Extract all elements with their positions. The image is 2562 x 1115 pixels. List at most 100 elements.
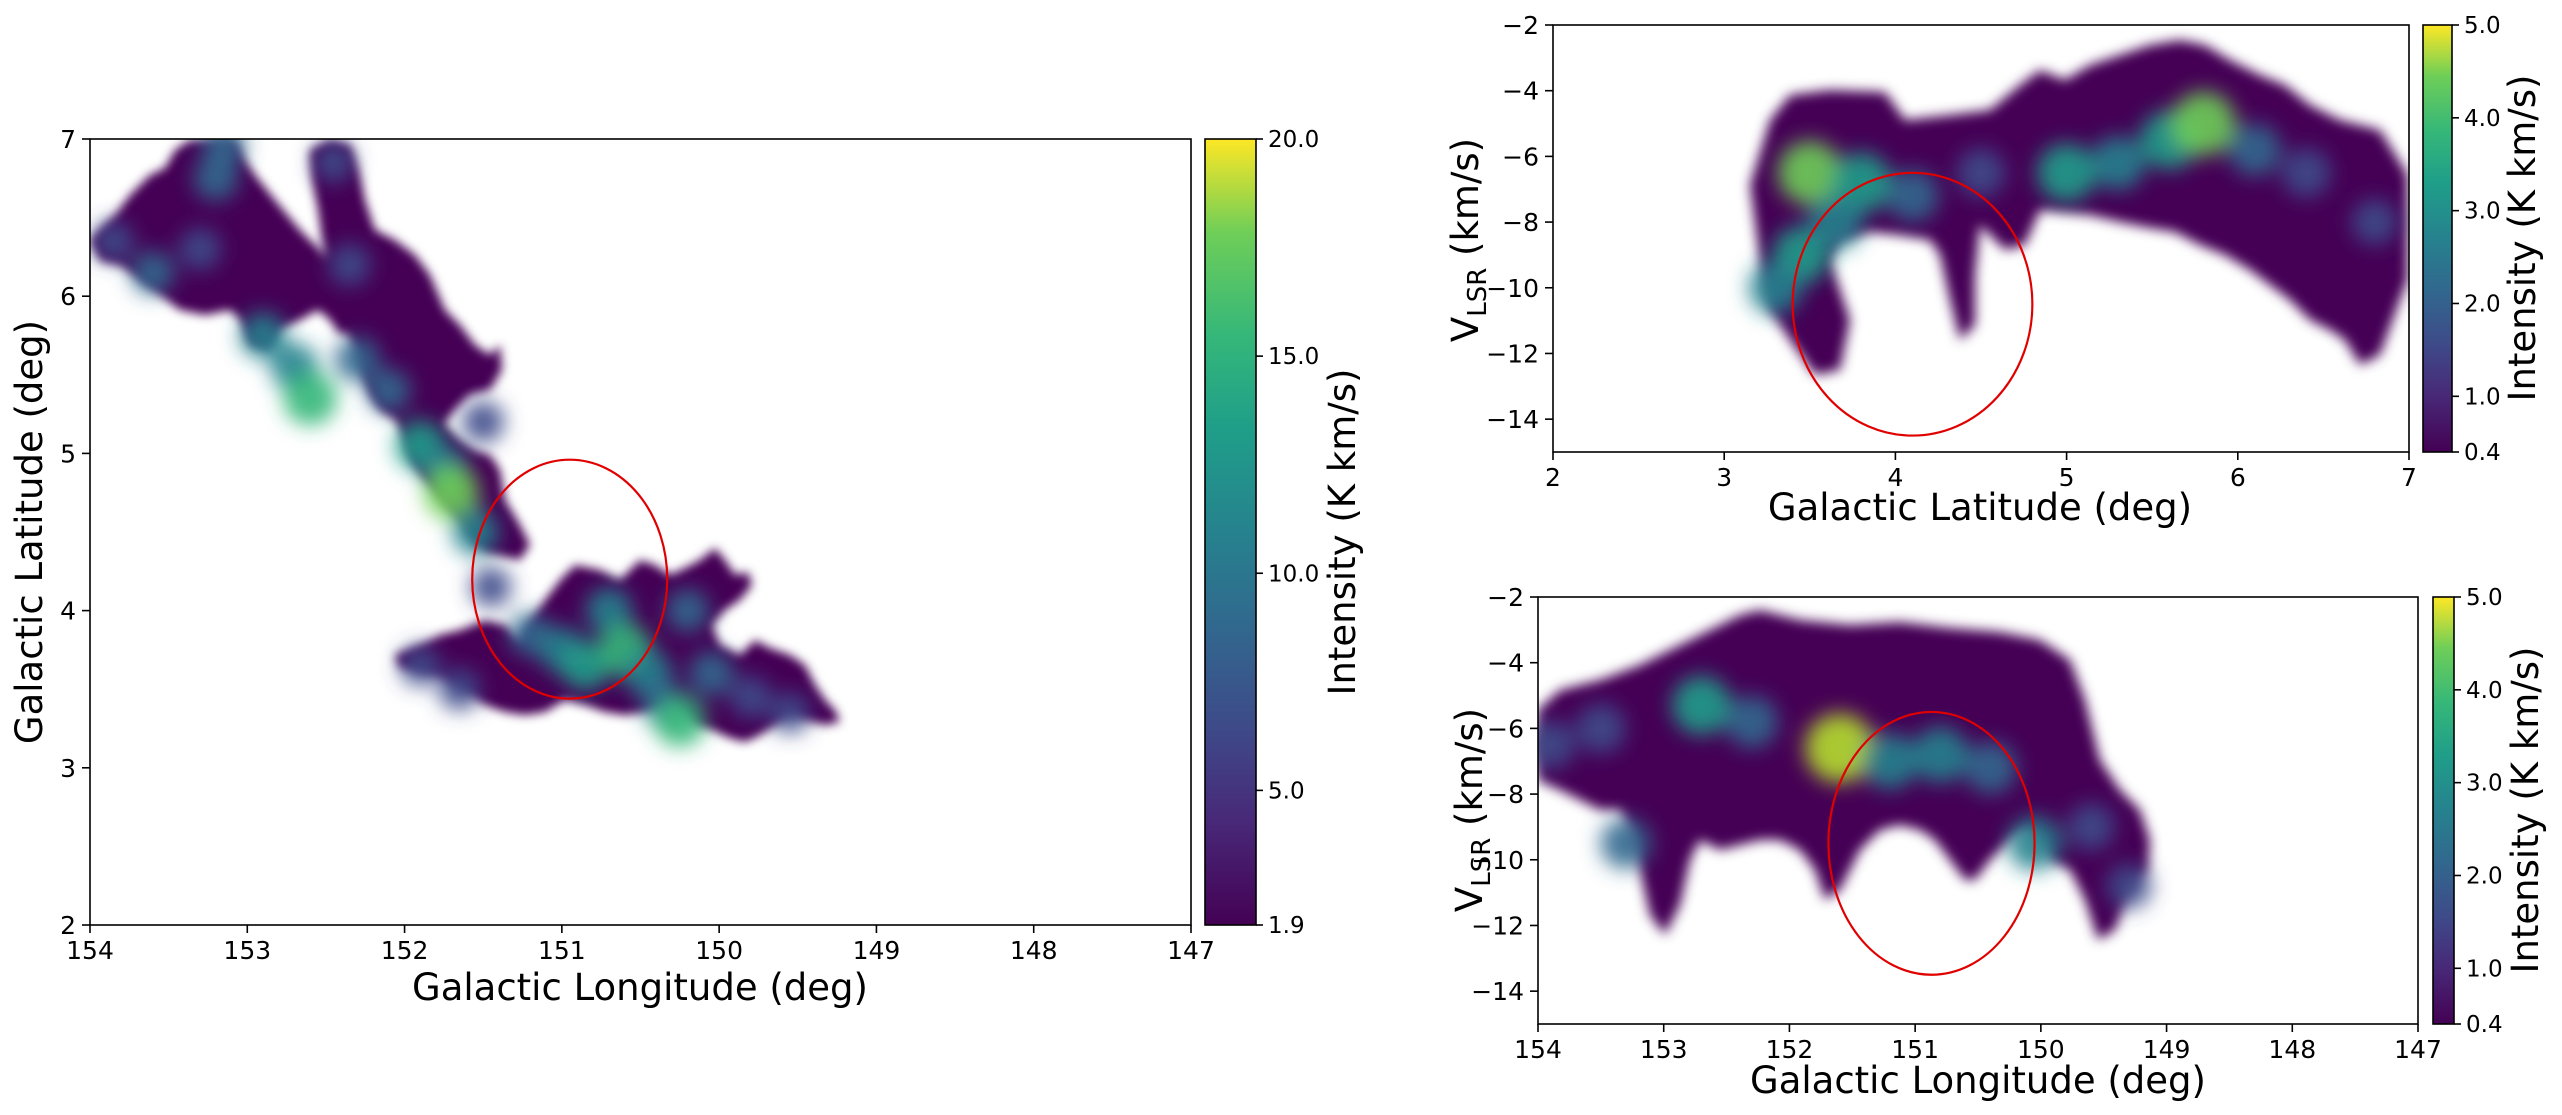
p1-emission-peak xyxy=(769,692,811,734)
p1-emission-peak xyxy=(334,336,380,382)
p3-emission-peak xyxy=(1912,726,1969,783)
p2-emission-peak xyxy=(1956,148,2006,198)
p3-colorbar-tick-label: 1.0 xyxy=(2466,956,2503,982)
p2-y-tick-label: −6 xyxy=(1502,142,1539,171)
p2-axes-frame xyxy=(1552,24,2410,453)
p2-x-tick-label: 3 xyxy=(1716,463,1732,492)
p2-emission-region xyxy=(1750,40,2408,375)
p1-emission-peak xyxy=(438,668,481,711)
p1-emission-peak xyxy=(283,371,338,426)
p2-emission-peak xyxy=(2171,91,2236,156)
p3-emission-peak xyxy=(1805,713,1875,783)
p3-x-tick-label: 154 xyxy=(1514,1035,1562,1064)
p1-emission-peak xyxy=(452,508,499,556)
p3-y-tick-label: −14 xyxy=(1471,977,1524,1006)
p2-emission-peak xyxy=(2351,199,2398,246)
p1-emission-peak xyxy=(424,465,480,521)
p2-region-circle xyxy=(1791,171,2034,437)
p2-y-tick-label: −14 xyxy=(1486,405,1539,434)
p1-emission xyxy=(90,139,840,747)
p3-y-tick-label: −12 xyxy=(1471,911,1524,940)
p3-y-tick-label: −6 xyxy=(1487,714,1524,743)
p2-emission-peak xyxy=(2091,136,2145,190)
p2-x-tick-label: 4 xyxy=(1887,463,1903,492)
p1-emission-peak xyxy=(239,312,287,359)
p3-colorbar-tick-label: 3.0 xyxy=(2466,771,2503,797)
p1-region-circle xyxy=(471,458,669,700)
p1-emission-peak xyxy=(585,587,633,634)
p1-upper-filament-2 xyxy=(310,140,505,555)
p2-colorbar-ticks: 0.4 1.0 2.0 3.0 4.0 5.0 xyxy=(2452,13,2501,466)
p3-x-tick-label: 153 xyxy=(1640,1035,1688,1064)
p2-emission-peak xyxy=(1807,194,1864,250)
p3-x-tick-label: 152 xyxy=(1766,1035,1814,1064)
p2-x-ticks: 2 3 4 5 6 7 xyxy=(1545,452,2417,492)
p1-colorbar-tick-label: 20.0 xyxy=(1268,127,1319,153)
p2-y-tick-label: −4 xyxy=(1502,77,1539,106)
p1-emission-peak xyxy=(131,250,175,295)
p1-y-tick-label: 3 xyxy=(60,754,76,783)
p3-x-tick-label: 148 xyxy=(2268,1035,2316,1064)
p2-y-axis-label: VLSR (km/s) xyxy=(1444,138,1493,342)
p1-x-tick-label: 154 xyxy=(66,936,114,965)
p2-y-tick-label: −2 xyxy=(1502,11,1539,40)
p3-y-axis-label: VLSR (km/s) xyxy=(1448,708,1497,912)
p2-colorbar-tick-label: 4.0 xyxy=(2464,106,2501,132)
p1-emission-peak xyxy=(201,139,246,169)
p1-colorbar-tick-label: 1.9 xyxy=(1268,913,1305,939)
p3-colorbar-tick-label: 0.4 xyxy=(2466,1012,2503,1038)
p2-colorbar-label: Intensity (K km/s) xyxy=(2501,75,2544,402)
p2-colorbar xyxy=(2423,25,2452,452)
p1-colorbar-frame xyxy=(1204,138,1257,926)
p1-x-tick-label: 151 xyxy=(538,936,586,965)
p3-colorbar-tick-label: 4.0 xyxy=(2466,678,2503,704)
p2-x-tick-label: 5 xyxy=(2059,463,2075,492)
p1-colorbar-tick-label: 5.0 xyxy=(1268,778,1305,804)
p2-emission xyxy=(1748,40,2408,375)
p3-x-tick-label: 151 xyxy=(1891,1035,1939,1064)
p1-emission-peak xyxy=(665,588,710,633)
p2-colorbar-tick-label: 5.0 xyxy=(2464,13,2501,39)
p2-x-tick-label: 2 xyxy=(1545,463,1561,492)
p3-emission-peak xyxy=(1600,817,1652,869)
p1-y-axis-label: Galactic Latitude (deg) xyxy=(8,320,51,744)
p2-x-tick-label: 6 xyxy=(2230,463,2246,492)
p3-y-tick-label: −8 xyxy=(1487,780,1524,809)
p1-x-ticks: 154 153 152 151 150 149 148 147 xyxy=(66,925,1215,965)
p1-y-tick-label: 4 xyxy=(60,597,76,626)
p2-emission-peak xyxy=(1777,140,1842,205)
p1-emission-peak xyxy=(653,694,706,747)
p3-colorbar-label: Intensity (K km/s) xyxy=(2504,647,2547,974)
p3-y-ticks: −14 −12 −10 −8 −6 −4 −2 xyxy=(1471,583,1538,1006)
p2-colorbar-frame xyxy=(2422,24,2453,453)
p1-emission-peak xyxy=(462,400,505,444)
p1-x-tick-label: 153 xyxy=(223,936,271,965)
p3-colorbar xyxy=(2433,597,2454,1024)
p2-colorbar-tick-label: 3.0 xyxy=(2464,199,2501,225)
p3-x-axis-label: Galactic Longitude (deg) xyxy=(1750,1059,2206,1102)
p3-emission-peak xyxy=(1538,720,1576,770)
p3-colorbar-tick-label: 2.0 xyxy=(2466,863,2503,889)
p1-upper-filament xyxy=(90,140,362,350)
p3-colorbar-ticks: 0.4 1.0 2.0 3.0 4.0 5.0 xyxy=(2454,585,2503,1038)
p2-colorbar-tick-label: 2.0 xyxy=(2464,291,2501,317)
p3-colorbar-frame xyxy=(2432,596,2455,1025)
p1-colorbar-tick-label: 15.0 xyxy=(1268,344,1319,370)
p3-emission-peaks xyxy=(1538,675,2152,909)
p1-emission-peaks xyxy=(93,139,811,747)
p1-y-tick-label: 6 xyxy=(60,282,76,311)
p1-x-tick-label: 152 xyxy=(381,936,429,965)
p3-y-tick-label: −4 xyxy=(1487,649,1524,678)
p1-colorbar xyxy=(1205,139,1256,925)
p2-x-axis-label: Galactic Latitude (deg) xyxy=(1768,486,2192,529)
p2-emission-peak xyxy=(1886,169,1939,223)
p1-x-tick-label: 148 xyxy=(1010,936,1058,965)
p2-colorbar-tick-label: 1.0 xyxy=(2464,384,2501,410)
p3-emission-peak xyxy=(1725,695,1778,749)
p2-emission-peak xyxy=(1748,260,1803,315)
p1-y-ticks: 2 3 4 5 6 7 xyxy=(60,125,90,940)
p3-x-ticks: 154 153 152 151 150 149 148 147 xyxy=(1514,1024,2442,1064)
p3-emission-peak xyxy=(1862,733,1918,790)
p1-emission-peak xyxy=(688,650,734,697)
